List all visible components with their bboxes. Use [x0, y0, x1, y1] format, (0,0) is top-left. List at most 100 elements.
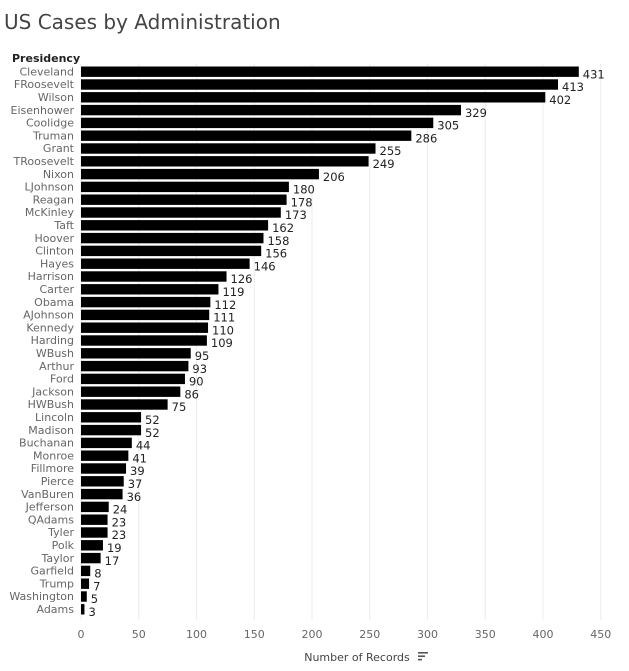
bar[interactable]	[81, 399, 168, 410]
bar[interactable]	[81, 258, 250, 269]
value-label: 305	[437, 119, 459, 133]
value-label: 119	[222, 285, 244, 299]
bar[interactable]	[81, 488, 123, 500]
category-label: Hayes	[40, 257, 74, 270]
category-label: Taylor	[41, 552, 75, 565]
category-label: Obama	[34, 296, 74, 309]
value-label: 156	[265, 247, 287, 261]
category-label: Reagan	[33, 193, 74, 206]
bar[interactable]	[81, 309, 210, 321]
bar[interactable]	[81, 514, 108, 525]
bar[interactable]	[81, 335, 207, 346]
value-label: 109	[211, 336, 233, 350]
bar[interactable]	[81, 386, 181, 397]
sort-descending-icon[interactable]	[418, 652, 428, 661]
bar[interactable]	[81, 591, 87, 602]
bar[interactable]	[81, 117, 434, 129]
bar[interactable]	[81, 578, 90, 589]
category-label: Ford	[50, 373, 74, 386]
bar[interactable]	[81, 424, 142, 436]
value-label: 93	[192, 362, 207, 376]
category-label: Pierce	[41, 475, 75, 488]
value-label: 111	[213, 311, 235, 325]
category-label: Lincoln	[35, 411, 74, 424]
value-label: 178	[291, 195, 313, 209]
x-tick-label: 200	[302, 628, 323, 641]
category-label: Coolidge	[26, 117, 74, 130]
bar[interactable]	[81, 181, 289, 193]
value-label: 8	[94, 567, 101, 581]
bar[interactable]	[81, 437, 132, 449]
x-axis-label: Number of Records	[304, 651, 410, 664]
bar[interactable]	[81, 373, 185, 385]
value-label: 75	[172, 400, 187, 414]
bar[interactable]	[81, 322, 209, 333]
bar[interactable]	[81, 296, 211, 308]
category-label: Jefferson	[25, 501, 74, 514]
value-label: 413	[562, 80, 584, 94]
category-label: Eisenhower	[11, 104, 75, 117]
category-label: Truman	[32, 129, 74, 142]
bar[interactable]	[81, 565, 91, 577]
category-label: Garfield	[30, 565, 74, 578]
category-label: Tyler	[47, 526, 74, 539]
bar[interactable]	[81, 104, 461, 116]
bar[interactable]	[81, 501, 109, 513]
x-tick-label: 400	[533, 628, 554, 641]
value-label: 23	[112, 515, 127, 529]
category-labels: ClevelandFRooseveltWilsonEisenhowerCooli…	[9, 65, 74, 616]
bar[interactable]	[81, 245, 262, 257]
bar[interactable]	[81, 168, 319, 180]
bar[interactable]	[81, 540, 103, 551]
value-label: 17	[105, 554, 120, 568]
bar[interactable]	[81, 232, 264, 244]
category-label: HWBush	[28, 398, 74, 411]
category-label: McKinley	[25, 206, 75, 219]
bar[interactable]	[81, 527, 108, 538]
category-label: TRoosevelt	[13, 155, 75, 168]
category-label: Grant	[43, 142, 75, 155]
bar[interactable]	[81, 476, 124, 487]
value-label: 95	[195, 349, 210, 363]
bar[interactable]	[81, 143, 376, 154]
category-label: Hoover	[34, 232, 74, 245]
category-label: Kennedy	[26, 321, 74, 334]
bar[interactable]	[81, 604, 85, 615]
bar[interactable]	[81, 450, 129, 461]
bar[interactable]	[81, 348, 191, 359]
category-label: QAdams	[28, 513, 74, 526]
bar[interactable]	[81, 66, 579, 77]
bar[interactable]	[81, 156, 369, 167]
x-tick-label: 450	[590, 628, 611, 641]
x-tick-label: 250	[359, 628, 380, 641]
x-tick-label: 0	[78, 628, 85, 641]
value-label: 37	[128, 477, 143, 491]
value-label: 255	[380, 144, 402, 158]
bar[interactable]	[81, 271, 227, 282]
category-label: LJohnson	[25, 181, 75, 194]
bar[interactable]	[81, 360, 189, 372]
value-label: 36	[127, 490, 142, 504]
bar[interactable]	[81, 412, 142, 423]
bar[interactable]	[81, 194, 287, 205]
bar[interactable]	[81, 463, 127, 474]
bar[interactable]	[81, 284, 219, 295]
value-label: 146	[254, 259, 276, 273]
bar[interactable]	[81, 207, 281, 218]
value-label: 39	[130, 464, 145, 478]
value-label: 173	[285, 208, 307, 222]
bar[interactable]	[81, 79, 559, 90]
bar[interactable]	[81, 92, 546, 103]
x-tick-label: 300	[417, 628, 438, 641]
bar[interactable]	[81, 130, 412, 141]
value-label: 44	[136, 439, 151, 453]
category-label: FRoosevelt	[14, 78, 75, 91]
bar[interactable]	[81, 552, 101, 564]
value-label: 431	[583, 67, 605, 81]
bar[interactable]	[81, 220, 269, 231]
category-label: Fillmore	[31, 462, 74, 475]
category-label: VanBuren	[21, 488, 74, 501]
category-label: Clinton	[35, 245, 74, 258]
category-label: Taft	[53, 219, 74, 232]
category-label: Arthur	[39, 360, 74, 373]
